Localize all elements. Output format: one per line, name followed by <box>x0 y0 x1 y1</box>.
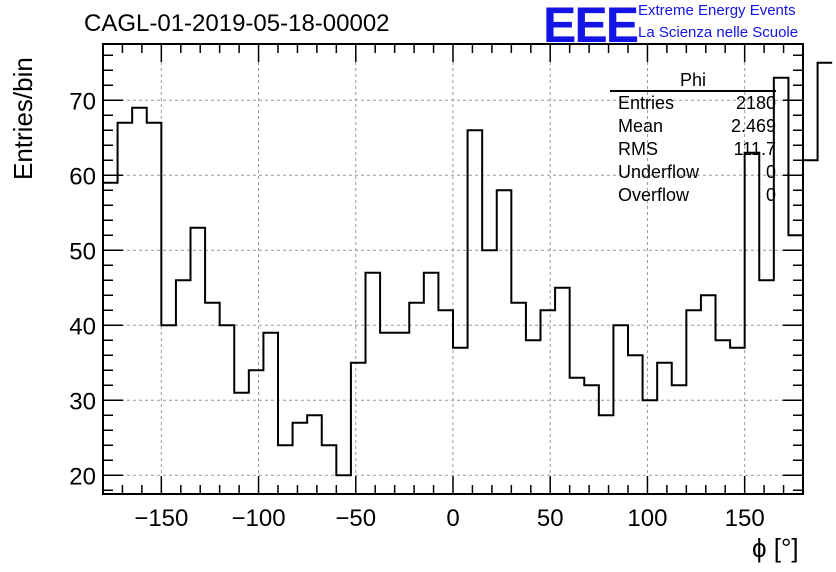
stats-label: Overflow <box>618 185 690 205</box>
logo-line-2: La Scienza nelle Scuole <box>638 24 799 41</box>
stats-row-entries: Entries 2180 <box>610 92 776 115</box>
logo-line-1: Extreme Energy Events <box>638 2 796 19</box>
stats-label: Entries <box>618 93 675 113</box>
stats-row-underflow: Underflow 0 <box>610 161 776 184</box>
stats-title: Phi <box>610 70 776 92</box>
y-tick-labels: 20 30 40 50 60 70 <box>69 88 96 490</box>
x-tick-label: −100 <box>232 505 286 532</box>
x-tick-label: 100 <box>627 505 667 532</box>
stats-row-rms: RMS 111.7 <box>610 138 776 161</box>
x-axis-label: ϕ [°] <box>752 533 799 563</box>
stats-value: 2.469 <box>730 116 776 136</box>
stats-row-mean: Mean 2.469 <box>610 115 776 138</box>
stats-value: 2180 <box>735 93 776 113</box>
y-tick-label: 60 <box>69 163 96 190</box>
stats-value: 111.7 <box>733 139 776 159</box>
stats-row-overflow: Overflow 0 <box>610 184 776 207</box>
x-tick-label: −150 <box>134 505 188 532</box>
axis-ticks <box>102 44 804 494</box>
stats-value: 0 <box>765 162 776 182</box>
y-tick-label: 20 <box>69 463 96 490</box>
eee-logo: EEE <box>543 0 639 53</box>
stats-value: 0 <box>765 185 776 205</box>
x-tick-label: 50 <box>537 505 564 532</box>
stats-box: Phi Entries 2180 Mean 2.469 RMS 111.7 Underflo… <box>610 70 776 207</box>
x-tick-label: 0 <box>446 505 459 532</box>
y-tick-label: 30 <box>69 388 96 415</box>
y-axis-label: Entries/bin <box>8 57 38 180</box>
stats-label: Underflow <box>618 162 700 182</box>
histogram-step-line <box>103 61 833 477</box>
x-tick-labels: −150 −100 −50 0 50 100 150 <box>134 505 764 532</box>
x-tick-label: −50 <box>335 505 376 532</box>
y-tick-label: 70 <box>69 88 96 115</box>
y-tick-label: 40 <box>69 313 96 340</box>
x-tick-label: 150 <box>725 505 765 532</box>
stats-label: Mean <box>618 116 664 136</box>
y-tick-label: 50 <box>69 238 96 265</box>
stats-label: RMS <box>618 139 658 159</box>
chart-title: CAGL-01-2019-05-18-00002 <box>84 10 390 37</box>
